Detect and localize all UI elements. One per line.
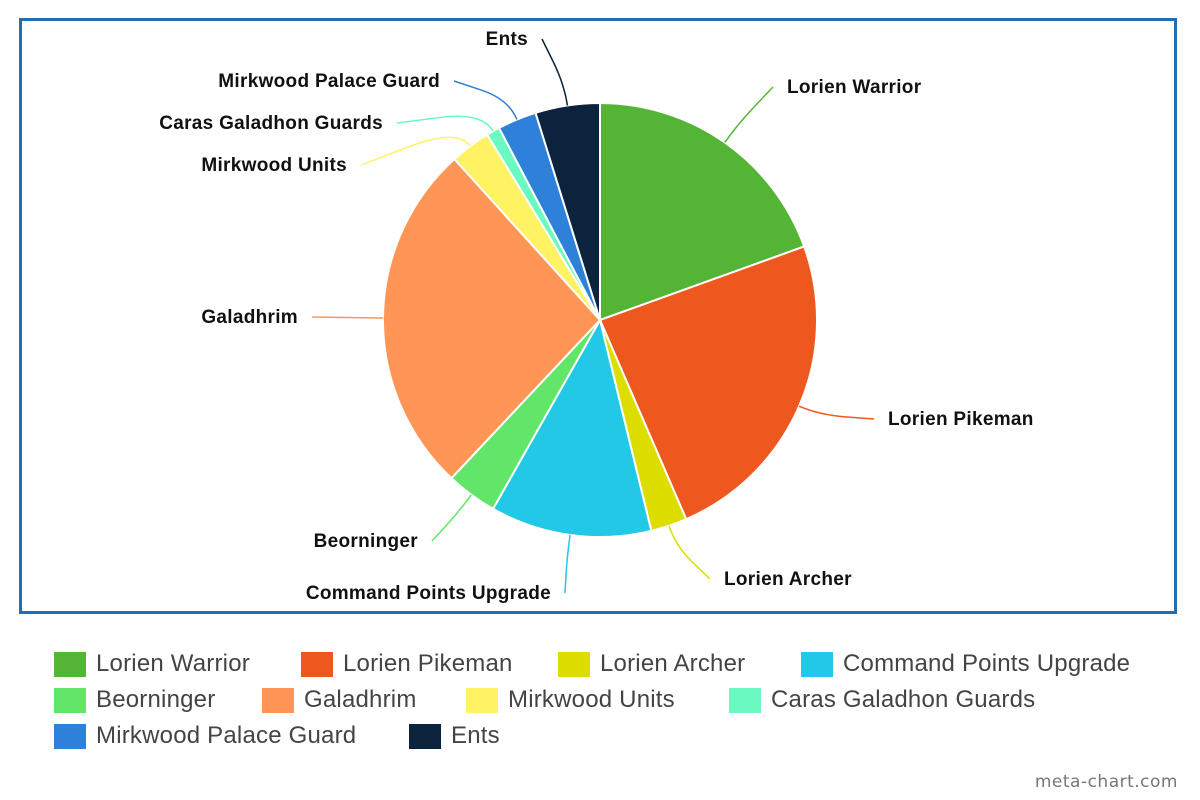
label-lorien-warrior: Lorien Warrior	[787, 77, 922, 98]
legend-label: Lorien Warrior	[96, 650, 250, 677]
connector-galadhrim	[311, 316, 384, 319]
label-lorien-pikeman: Lorien Pikeman	[888, 409, 1034, 430]
legend-item-galadhrim[interactable]: Galadhrim	[262, 684, 417, 716]
legend-item-lorien-archer[interactable]: Lorien Archer	[558, 648, 745, 680]
label-connectors	[311, 38, 875, 594]
legend-item-mirkwood-units[interactable]: Mirkwood Units	[466, 684, 675, 716]
label-lorien-archer: Lorien Archer	[724, 569, 852, 590]
legend-item-command-points-upgrade[interactable]: Command Points Upgrade	[801, 648, 1130, 680]
legend-swatch	[466, 687, 498, 713]
legend-label: Caras Galadhon Guards	[771, 686, 1036, 713]
connector-command-points-upgrade	[564, 534, 571, 594]
label-ents: Ents	[486, 29, 528, 50]
legend-swatch	[54, 687, 86, 713]
legend-label: Galadhrim	[304, 686, 417, 713]
legend-swatch	[558, 651, 590, 677]
legend-item-mirkwood-palace-guard[interactable]: Mirkwood Palace Guard	[54, 720, 356, 752]
slice-lorien-warrior	[599, 102, 806, 321]
label-mirkwood-palace-guard: Mirkwood Palace Guard	[218, 71, 440, 92]
legend-swatch	[729, 687, 761, 713]
connector-mirkwood-units	[360, 136, 471, 166]
connector-beorninger	[431, 494, 472, 542]
label-beorninger: Beorninger	[314, 531, 419, 552]
legend-label: Mirkwood Palace Guard	[96, 722, 357, 749]
legend-swatch	[801, 651, 833, 677]
connector-lorien-pikeman	[798, 405, 875, 420]
legend-label: Ents	[451, 722, 500, 749]
connector-mirkwood-palace-guard	[453, 80, 518, 120]
legend-swatch	[54, 723, 86, 749]
pie-slices	[382, 102, 818, 538]
connector-caras-galadhon-guards	[396, 115, 494, 132]
slice-labels: Lorien Warrior Lorien Pikeman Lorien Arche…	[159, 29, 1034, 604]
pie-chart: Lorien Warrior Lorien Pikeman Lorien Arche…	[159, 29, 1034, 604]
label-caras-galadhon-guards: Caras Galadhon Guards	[159, 113, 383, 134]
legend-swatch	[262, 687, 294, 713]
connector-lorien-warrior	[724, 86, 774, 143]
label-galadhrim: Galadhrim	[201, 307, 298, 328]
legend-swatch	[409, 723, 441, 749]
legend-item-caras-galadhon-guards[interactable]: Caras Galadhon Guards	[729, 684, 1035, 716]
legend-label: Lorien Archer	[600, 650, 746, 677]
legend-label: Beorninger	[96, 686, 216, 713]
legend-item-lorien-pikeman[interactable]: Lorien Pikeman	[301, 648, 513, 680]
legend-label: Command Points Upgrade	[843, 650, 1131, 677]
legend-item-lorien-warrior[interactable]: Lorien Warrior	[54, 648, 250, 680]
legend-label: Lorien Pikeman	[343, 650, 513, 677]
legend-label: Mirkwood Units	[508, 686, 675, 713]
connector-ents	[541, 38, 569, 106]
legend-swatch	[54, 651, 86, 677]
legend-swatch	[301, 651, 333, 677]
chart-frame	[19, 18, 1177, 614]
watermark: meta-chart.com	[1034, 772, 1178, 792]
legend-item-beorninger[interactable]: Beorninger	[54, 684, 215, 716]
connector-lorien-archer	[668, 525, 711, 580]
label-mirkwood-units: Mirkwood Units	[201, 155, 347, 176]
slice-lorien-pikeman	[599, 245, 818, 521]
label-command-points-upgrade: Command Points Upgrade	[306, 583, 551, 604]
legend-item-ents[interactable]: Ents	[409, 720, 500, 752]
